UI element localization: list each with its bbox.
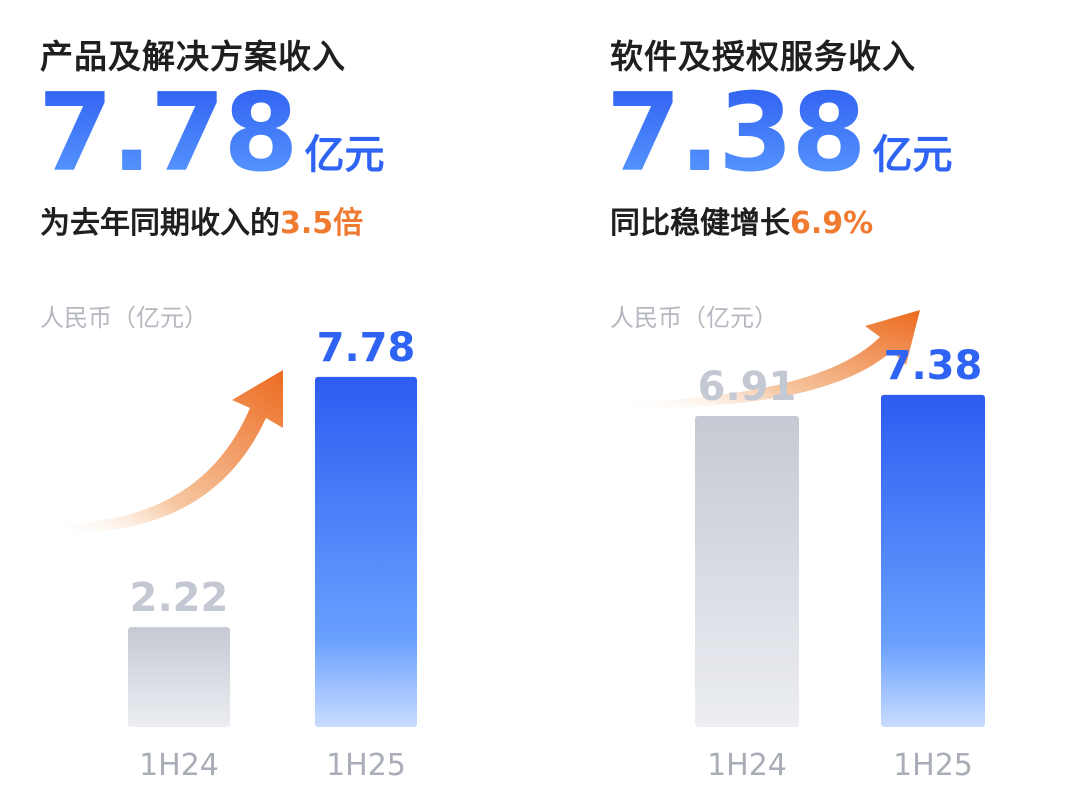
- headline-unit: 亿元: [872, 132, 953, 178]
- x-tick-label: 1H25: [893, 748, 973, 783]
- growth-highlight: 6.9%: [790, 206, 874, 241]
- headline-value: 7.38: [606, 71, 866, 196]
- bar-value-label: 6.91: [698, 364, 797, 410]
- growth-subtitle-text: 同比稳健增长: [610, 206, 790, 241]
- bar-chart-product-solutions: 2.22 1H24 7.78 1H25: [50, 325, 417, 783]
- panel-product-solutions: 产品及解决方案收入 7.78 亿元 为去年同期收入的3.5倍 人民币（亿元） 2…: [38, 37, 417, 783]
- x-tick-label: 1H25: [326, 748, 406, 783]
- headline-figure: 7.38 亿元: [606, 80, 952, 188]
- headline-unit: 亿元: [304, 132, 385, 178]
- y-unit-label: 人民币（亿元）: [40, 304, 208, 332]
- bar-chart-software-licensing: 6.91 1H24 7.38 1H25: [625, 310, 985, 783]
- growth-subtitle: 为去年同期收入的3.5倍: [40, 198, 363, 242]
- headline-value: 7.78: [38, 71, 298, 196]
- growth-highlight: 3.5倍: [280, 206, 364, 241]
- growth-subtitle-text: 为去年同期收入的: [40, 206, 280, 241]
- bar-value-label: 7.38: [884, 343, 983, 389]
- bar-1h24: [128, 627, 230, 727]
- x-tick-label: 1H24: [707, 748, 787, 783]
- bar-value-label: 2.22: [130, 575, 229, 621]
- bar-1h25: [315, 376, 417, 727]
- bar-1h25: [881, 394, 985, 727]
- panel-software-licensing: 软件及授权服务收入 7.38 亿元 同比稳健增长6.9% 人民币（亿元） 6.9…: [540, 0, 1080, 803]
- bar-1h24: [695, 416, 799, 727]
- x-tick-label: 1H24: [139, 748, 219, 783]
- growth-subtitle: 同比稳健增长6.9%: [610, 198, 873, 242]
- bar-value-label: 7.78: [317, 325, 416, 371]
- headline-figure: 7.78 亿元: [38, 80, 384, 188]
- panel-title: 产品及解决方案收入: [40, 37, 346, 76]
- growth-arrow-icon: [50, 370, 283, 533]
- y-unit-label: 人民币（亿元）: [610, 304, 778, 332]
- panel-title: 软件及授权服务收入: [610, 37, 916, 76]
- growth-arrow-icon: [625, 310, 920, 409]
